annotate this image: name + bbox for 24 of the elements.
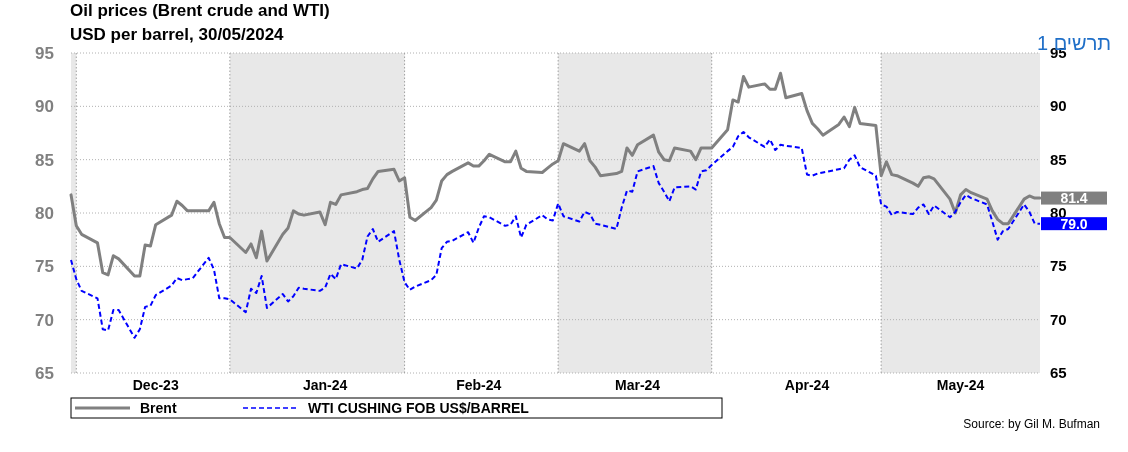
x-tick-label: May-24 bbox=[936, 377, 985, 393]
y2-tick-label: 65 bbox=[1050, 364, 1067, 381]
x-tick-label: Apr-24 bbox=[784, 377, 830, 393]
y-tick-label: 90 bbox=[35, 97, 54, 117]
x-tick-label: Feb-24 bbox=[456, 377, 502, 393]
x-tick-label: Jan-24 bbox=[302, 377, 348, 393]
x-tick-label: Dec-23 bbox=[132, 377, 179, 393]
legend-label: WTI CUSHING FOB US$/BARREL bbox=[308, 400, 530, 416]
chart-title: Oil prices (Brent crude and WTI) bbox=[70, 1, 330, 20]
source-note: Source: by Gil M. Bufman bbox=[963, 417, 1100, 431]
legend-label: Brent bbox=[140, 400, 177, 416]
y2-tick-label: 90 bbox=[1050, 97, 1067, 115]
y-tick-label: 80 bbox=[35, 204, 54, 223]
chart-subtitle: USD per barrel, 30/05/2024 bbox=[70, 25, 285, 44]
y2-tick-label: 85 bbox=[1050, 150, 1067, 168]
y-tick-label: 95 bbox=[35, 44, 54, 63]
y-tick-label: 75 bbox=[35, 257, 54, 277]
x-tick-label: Mar-24 bbox=[615, 377, 661, 393]
y-tick-label: 65 bbox=[35, 364, 54, 383]
y2-tick-label: 70 bbox=[1050, 310, 1067, 328]
annotation: 81.4 bbox=[1060, 190, 1088, 207]
y-tick-label: 70 bbox=[35, 310, 54, 330]
y2-tick-label: 75 bbox=[1050, 257, 1067, 275]
y-tick-label: 85 bbox=[35, 150, 54, 170]
